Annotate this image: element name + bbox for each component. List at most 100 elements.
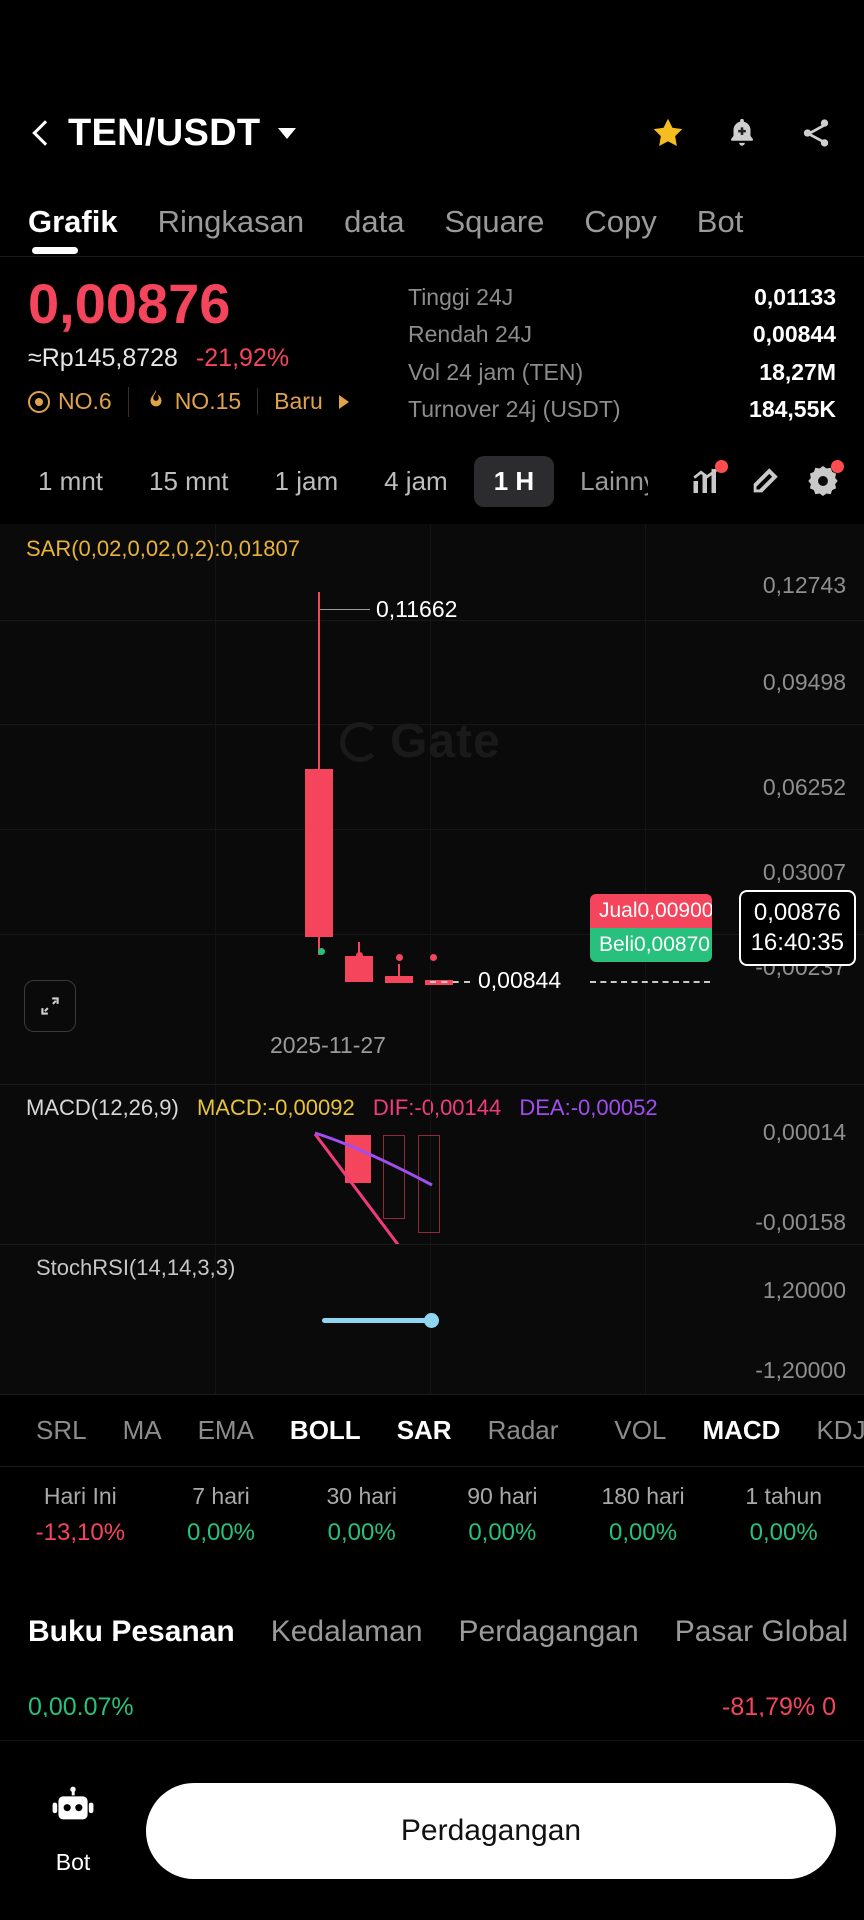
expand-chart-button[interactable]: [24, 980, 76, 1032]
price-left: 0,00876 ≈Rp145,8728 -21,92% NO.6 NO.15 B…: [28, 274, 408, 428]
timeframe-1-jam[interactable]: 1 jam: [274, 465, 339, 496]
bell-plus-icon[interactable]: [722, 113, 762, 153]
candle-body: [305, 769, 333, 937]
perf-90-hari: 90 hari 0,00%: [432, 1483, 573, 1547]
sar-indicator-label: SAR(0,02,0,02,0,2):0,01807: [26, 536, 300, 561]
perf-value: 0,00%: [468, 1519, 537, 1546]
tab-ringkasan[interactable]: Ringkasan: [157, 204, 305, 239]
indicator-vol[interactable]: VOL: [614, 1415, 667, 1445]
tab-copy[interactable]: Copy: [584, 204, 657, 239]
indicator-selector-row: SRL MA EMA BOLL SAR Radar VOL MACD KDJ: [0, 1394, 864, 1466]
indicator-kdj[interactable]: KDJ: [816, 1415, 864, 1445]
buy-tag: Beli 0,00870: [590, 928, 712, 962]
indicator-boll[interactable]: BOLL: [289, 1415, 361, 1445]
stat-key: Vol 24 jam (TEN): [408, 358, 584, 385]
stochrsi-dot: [424, 1313, 439, 1328]
stat-value: 0,00844: [752, 321, 836, 348]
tab-bot[interactable]: Bot: [696, 204, 744, 239]
indicator-macd[interactable]: MACD: [702, 1415, 781, 1445]
performance-row: Hari Ini -13,10% 7 hari 0,00% 30 hari 0,…: [0, 1466, 864, 1565]
perf-value: 0,00%: [608, 1519, 678, 1546]
timeframe-1h[interactable]: 1 H: [473, 455, 555, 507]
section-tab-buku-pesanan[interactable]: Buku Pesanan: [28, 1615, 235, 1648]
draw-pen-icon[interactable]: [742, 458, 788, 504]
order-book-preview[interactable]: 0,00.07% -81,79% 0: [0, 1663, 864, 1717]
badge-label: Baru: [274, 388, 323, 415]
indicator-sar[interactable]: SAR: [396, 1415, 452, 1445]
stat-value: 0,01133: [754, 284, 836, 310]
perf-30-hari: 30 hari 0,00%: [291, 1483, 432, 1547]
buy-label: Beli: [599, 933, 635, 956]
chart-toolbar-icons: [684, 458, 846, 504]
star-icon[interactable]: [648, 113, 688, 153]
stochrsi-panel[interactable]: StochRSI(14,14,3,3) 1,20000 -1,20000: [0, 1244, 864, 1394]
bot-button[interactable]: Bot: [28, 1786, 118, 1876]
tab-square[interactable]: Square: [444, 204, 545, 239]
badge-rank-no15[interactable]: NO.15: [127, 386, 257, 417]
indicator-radar[interactable]: Radar: [487, 1415, 559, 1445]
section-tab-pasar-global[interactable]: Pasar Global: [674, 1615, 849, 1648]
gridline: [0, 829, 864, 830]
macd-title: MACD(12,26,9): [26, 1095, 179, 1120]
macd-legend: MACD(12,26,9) MACD:-0,00092 DIF:-0,00144…: [26, 1095, 670, 1121]
tab-data[interactable]: data: [344, 204, 405, 239]
perf-value: -13,10%: [35, 1519, 126, 1546]
gridline: [215, 1245, 216, 1394]
status-bar-space: [0, 0, 864, 88]
stat-key: Turnover 24j (USDT): [408, 395, 621, 422]
timeframe-4-jam[interactable]: 4 jam: [384, 465, 448, 496]
indicator-ma[interactable]: MA: [122, 1415, 162, 1445]
section-tab-perdagangan[interactable]: Perdagangan: [458, 1615, 639, 1648]
last-price-line: [590, 981, 710, 983]
stochrsi-title: StochRSI(14,14,3,3): [36, 1255, 236, 1280]
orderbook-buy-pct: 0,00.07%: [28, 1693, 134, 1717]
indicator-ema[interactable]: EMA: [197, 1415, 254, 1445]
gridline: [215, 524, 216, 1084]
price-change-pct: -21,92%: [195, 343, 290, 372]
stat-row: Turnover 24j (USDT) 184,55K: [408, 391, 836, 428]
price-sub-row: ≈Rp145,8728 -21,92%: [28, 344, 408, 373]
macd-histogram-bar: [345, 1135, 371, 1183]
chart-date-label: 2025-11-27: [270, 1032, 386, 1058]
candle-body: [385, 976, 413, 983]
sar-dot: [430, 954, 437, 961]
gate-logo-icon: [340, 721, 380, 762]
gridline: [215, 1085, 216, 1244]
candle-wick: [358, 942, 360, 960]
high-marker-label: 0,11662: [376, 596, 458, 622]
dif-value: DIF:-0,00144: [372, 1095, 502, 1120]
badge-rank-no6[interactable]: NO.6: [28, 388, 128, 415]
timeframe-more[interactable]: Lainnya: [580, 465, 648, 496]
app-header: TEN/USDT: [0, 88, 864, 178]
y-axis-label: 0,09498: [762, 669, 846, 695]
badge-label: NO.6: [58, 388, 112, 415]
section-gap: [0, 1565, 864, 1599]
caret-down-icon[interactable]: [278, 127, 297, 139]
indicator-srl[interactable]: SRL: [36, 1415, 87, 1445]
back-icon[interactable]: [28, 120, 54, 146]
candlestick-chart[interactable]: SAR(0,02,0,02,0,2):0,01807 Gate 0,12743 …: [0, 524, 864, 1084]
sar-dot: [356, 952, 363, 959]
section-tab-kedalaman[interactable]: Kedalaman: [270, 1615, 423, 1648]
macd-panel[interactable]: MACD(12,26,9) MACD:-0,00092 DIF:-0,00144…: [0, 1084, 864, 1244]
flame-icon: [145, 387, 167, 417]
indicator-chart-icon[interactable]: [684, 458, 730, 504]
stochrsi-y-top: 1,20000: [762, 1277, 846, 1303]
timeframe-15-mnt[interactable]: 15 mnt: [149, 465, 229, 496]
timeframe-1-mnt[interactable]: 1 mnt: [38, 465, 104, 496]
perf-1-tahun: 1 tahun 0,00%: [713, 1483, 854, 1547]
gridline: [645, 1085, 646, 1244]
stat-value: 18,27M: [759, 358, 836, 385]
bottom-action-bar: Bot Perdagangan: [0, 1740, 864, 1920]
share-icon[interactable]: [796, 113, 836, 153]
pair-title[interactable]: TEN/USDT: [68, 111, 261, 154]
y-axis-label: 0,06252: [762, 774, 846, 800]
tab-grafik[interactable]: Grafik: [28, 204, 118, 256]
trade-button[interactable]: Perdagangan: [146, 1782, 836, 1879]
current-time: 16:40:35: [750, 929, 844, 957]
settings-gear-icon[interactable]: [800, 458, 846, 504]
badge-baru[interactable]: Baru: [257, 388, 365, 416]
notification-dot: [715, 460, 728, 473]
gridline: [645, 524, 646, 1084]
